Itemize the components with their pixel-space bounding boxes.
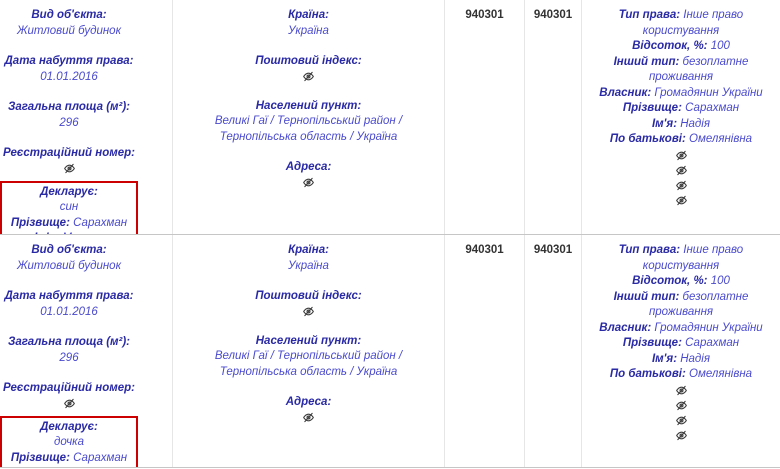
right-type-line: Тип права: Інше право користування bbox=[618, 9, 744, 37]
declarant-highlight-box: Декларує: син Прізвище: Сарахман Ім'я: М… bbox=[0, 180, 138, 234]
declarant-highlight-box: Декларує: дочка Прізвище: Сарахман Ім'я:… bbox=[0, 415, 138, 467]
eye-off-icon bbox=[675, 430, 688, 441]
postal-code-label: Поштовий індекс: bbox=[255, 55, 362, 67]
object-type-value: Житловий будинок bbox=[16, 24, 121, 37]
eye-off-icon bbox=[302, 177, 315, 188]
settlement-value: Великі Гаї / Тернопільський район / Терн… bbox=[214, 350, 403, 378]
owner-line: Власник: Громадянин України bbox=[599, 86, 763, 99]
declares-label: Декларує: bbox=[40, 420, 98, 433]
other-type-line: Інший тип: безоплатне проживання bbox=[613, 55, 749, 84]
percent-line: Відсоток, %: 100 bbox=[632, 275, 730, 287]
eye-off-icon bbox=[302, 412, 315, 423]
total-area-value: 296 bbox=[59, 116, 79, 129]
owner-line: Власник: Громадянин України bbox=[599, 321, 763, 334]
location-cell: Країна: Україна Поштовий індекс: Населен… bbox=[173, 0, 445, 234]
registration-number-label: Реєстраційний номер: bbox=[3, 382, 135, 394]
object-type-value: Житловий будинок bbox=[16, 259, 121, 272]
object-cell: Вид об'єкта: Житловий будинок Дата набут… bbox=[0, 235, 173, 467]
declares-label: Декларує: bbox=[40, 185, 98, 198]
eye-off-icon bbox=[675, 195, 688, 206]
settlement-value: Великі Гаї / Тернопільський район / Терн… bbox=[214, 115, 403, 143]
eye-off-icon bbox=[302, 306, 315, 317]
owner-surname-line: Прізвище: Сарахман bbox=[622, 337, 740, 349]
eye-off-icon bbox=[675, 385, 688, 396]
acquisition-date-label: Дата набуття права: bbox=[4, 290, 134, 302]
rights-cell: Тип права: Інше право користування Відсо… bbox=[582, 0, 780, 234]
owner-name-line: Ім'я: Надія bbox=[651, 117, 710, 130]
other-type-line: Інший тип: безоплатне проживання bbox=[613, 290, 749, 319]
owner-patronymic-line: По батькові: Омелянівна bbox=[609, 133, 753, 145]
settlement-label: Населений пункт: bbox=[255, 99, 362, 112]
postal-code-label: Поштовий індекс: bbox=[255, 290, 362, 302]
eye-off-icon bbox=[675, 415, 688, 426]
right-type-line: Тип права: Інше право користування bbox=[618, 244, 744, 272]
object-cell: Вид об'єкта: Житловий будинок Дата набут… bbox=[0, 0, 173, 234]
eye-off-icon bbox=[675, 165, 688, 176]
owner-name-line: Ім'я: Надія bbox=[651, 352, 710, 365]
property-row: Вид об'єкта: Житловий будинок Дата набут… bbox=[0, 235, 780, 468]
total-area-label: Загальна площа (м²): bbox=[7, 101, 131, 113]
country-label: Країна: bbox=[288, 9, 329, 21]
eye-off-icon bbox=[675, 150, 688, 161]
owner-surname-line: Прізвище: Сарахман bbox=[622, 102, 740, 114]
declarant-relation: дочка bbox=[53, 436, 84, 448]
location-cell: Країна: Україна Поштовий індекс: Населен… bbox=[173, 235, 445, 467]
total-area-value: 296 bbox=[59, 351, 79, 364]
eye-off-icon bbox=[675, 400, 688, 411]
code-cell-primary: 940301 bbox=[445, 0, 525, 234]
declarant-relation: син bbox=[59, 201, 79, 213]
declarant-name-line: Ім'я: Максим bbox=[5, 231, 133, 234]
registration-number-label: Реєстраційний номер: bbox=[3, 147, 135, 159]
code-cell-secondary: 940301 bbox=[525, 0, 582, 234]
eye-off-icon bbox=[675, 180, 688, 191]
percent-line: Відсоток, %: 100 bbox=[632, 40, 730, 52]
declarant-name-line: Ім'я: Катерина bbox=[5, 466, 133, 467]
country-label: Країна: bbox=[288, 244, 329, 256]
country-value: Україна bbox=[288, 259, 329, 272]
object-type-label: Вид об'єкта: bbox=[31, 244, 107, 256]
total-area-label: Загальна площа (м²): bbox=[7, 336, 131, 348]
declarant-surname-line: Прізвище: Сарахман bbox=[10, 451, 128, 464]
acquisition-date-label: Дата набуття права: bbox=[4, 55, 134, 67]
eye-off-icon bbox=[302, 71, 315, 82]
code-cell-secondary: 940301 bbox=[525, 235, 582, 467]
eye-off-icon bbox=[63, 398, 76, 409]
address-label: Адреса: bbox=[285, 161, 332, 173]
acquisition-date-value: 01.01.2016 bbox=[40, 305, 98, 318]
property-row: Вид об'єкта: Житловий будинок Дата набут… bbox=[0, 0, 780, 235]
eye-off-icon bbox=[63, 163, 76, 174]
code-cell-primary: 940301 bbox=[445, 235, 525, 467]
address-label: Адреса: bbox=[285, 396, 332, 408]
object-type-label: Вид об'єкта: bbox=[31, 9, 107, 21]
acquisition-date-value: 01.01.2016 bbox=[40, 70, 98, 83]
declarant-surname-line: Прізвище: Сарахман bbox=[10, 216, 128, 229]
settlement-label: Населений пункт: bbox=[255, 334, 362, 347]
country-value: Україна bbox=[288, 24, 329, 37]
owner-patronymic-line: По батькові: Омелянівна bbox=[609, 368, 753, 380]
rights-cell: Тип права: Інше право користування Відсо… bbox=[582, 235, 780, 467]
